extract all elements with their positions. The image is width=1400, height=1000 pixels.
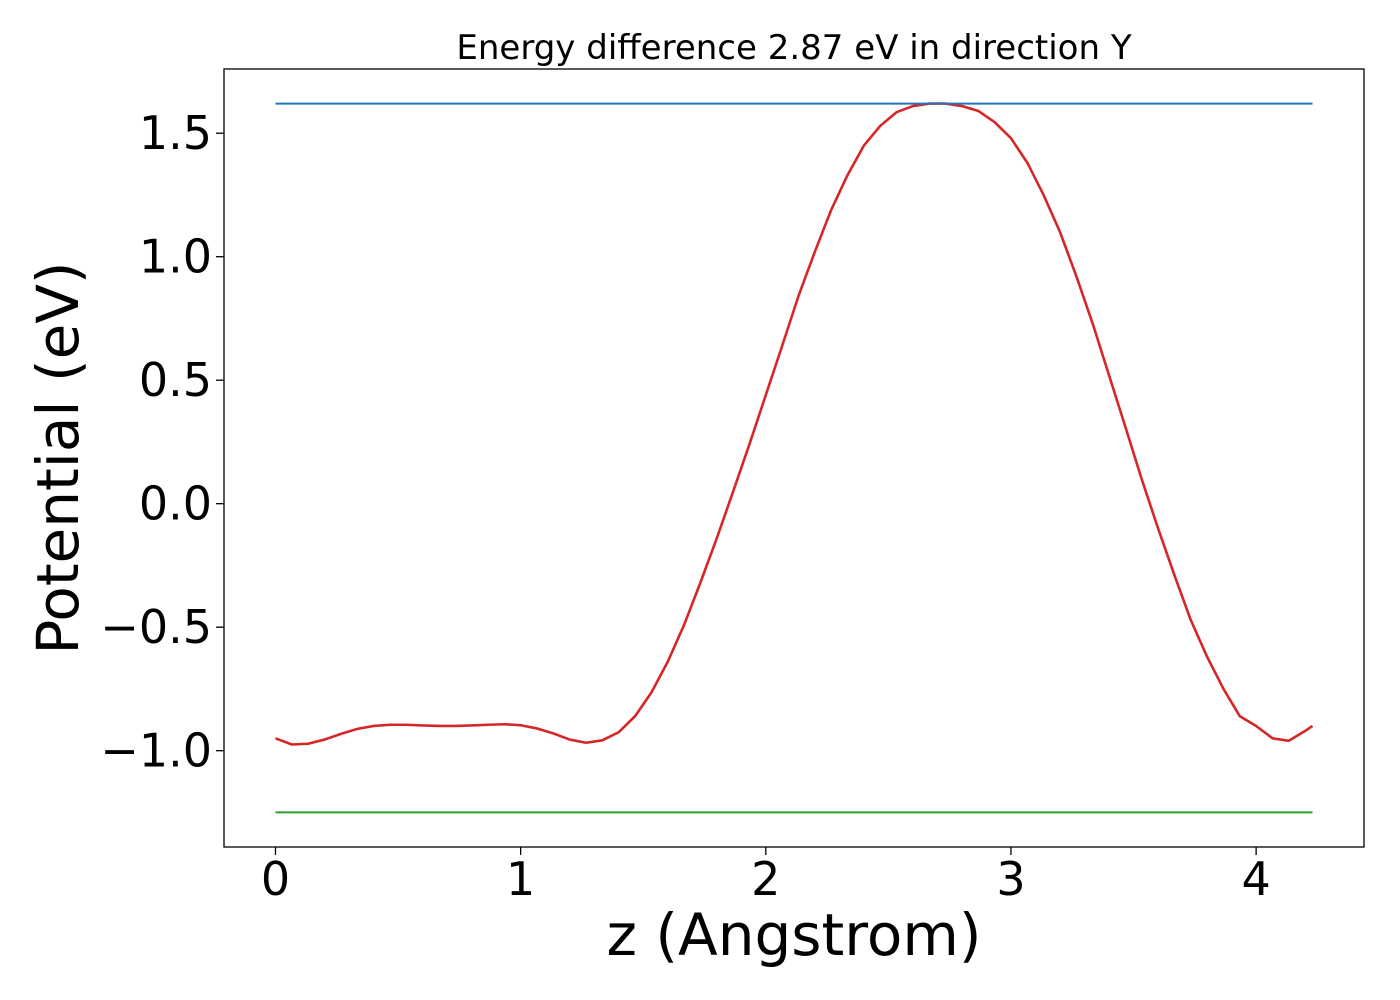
x-tick-label: 4 [1241,852,1270,906]
y-tick-label: 0.5 [139,353,212,407]
chart-title: Energy difference 2.87 eV in direction Y [456,28,1131,68]
series-layer [275,102,1314,814]
x-axis-ticks: 0 1 2 3 4 [261,847,1271,906]
y-tick-label: 0.0 [139,477,212,531]
x-tick-label: 2 [751,852,780,906]
y-tick-label: −0.5 [100,600,212,654]
y-axis-ticks: −1.0 −0.5 0.0 0.5 1.0 1.5 [100,106,224,778]
x-axis-title: z (Angstrom) [607,901,982,969]
y-tick-label: −1.0 [100,724,212,778]
y-tick-label: 1.5 [139,106,212,160]
y-tick-label: 1.0 [139,230,212,284]
plot-area-frame [223,68,1365,848]
y-axis-title: Potential (eV) [24,261,92,654]
series-line-0 [275,102,1314,746]
x-tick-label: 3 [996,852,1025,906]
x-tick-label: 1 [506,852,535,906]
x-tick-label: 0 [261,852,290,906]
